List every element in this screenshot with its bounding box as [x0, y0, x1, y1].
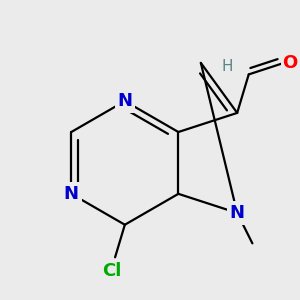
Text: N: N [230, 204, 245, 222]
Text: O: O [283, 54, 298, 72]
Text: H: H [221, 59, 233, 74]
Text: N: N [64, 185, 79, 203]
Text: N: N [117, 92, 132, 110]
Text: Cl: Cl [102, 262, 122, 280]
